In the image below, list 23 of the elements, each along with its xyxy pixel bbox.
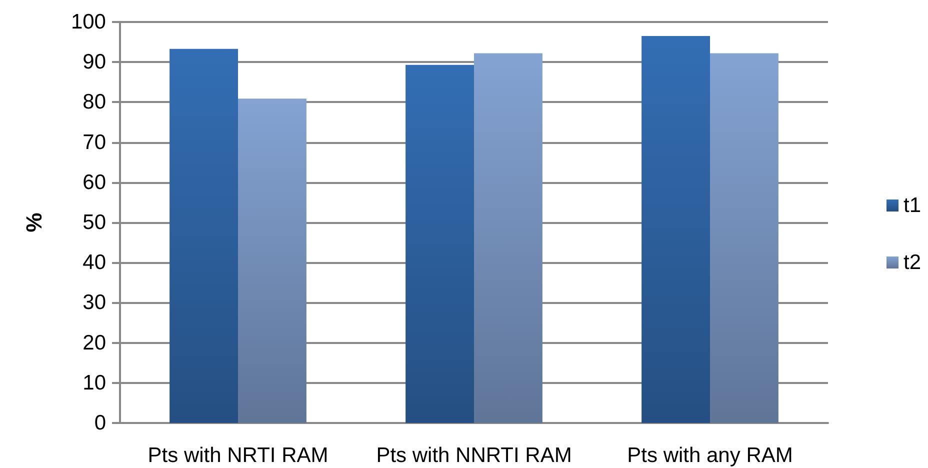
y-tick-label: 0 <box>94 412 106 434</box>
bar <box>406 64 474 423</box>
x-tick-label: Pts with NNRTI RAM <box>376 444 572 467</box>
bar <box>474 53 542 423</box>
y-tick-label: 40 <box>82 251 106 274</box>
y-tick-label: 100 <box>70 10 106 34</box>
y-tick-label: 50 <box>82 211 106 234</box>
legend-label: t2 <box>903 251 921 274</box>
bar <box>170 48 238 423</box>
y-tick-label: 30 <box>82 291 106 314</box>
y-tick-label: 20 <box>82 331 106 354</box>
y-axis-title: % <box>22 212 46 232</box>
x-tick-label: Pts with NRTI RAM <box>148 444 328 467</box>
bar <box>642 36 710 423</box>
bar <box>238 98 306 423</box>
bar <box>710 53 778 423</box>
legend-label: t1 <box>903 194 921 217</box>
x-tick-label: Pts with any RAM <box>627 444 793 467</box>
y-tick-label: 10 <box>82 371 106 394</box>
y-tick-label: 90 <box>82 50 106 74</box>
y-tick-label: 60 <box>82 170 106 194</box>
y-tick-label: 80 <box>82 90 106 114</box>
y-tick-label: 70 <box>82 130 106 154</box>
